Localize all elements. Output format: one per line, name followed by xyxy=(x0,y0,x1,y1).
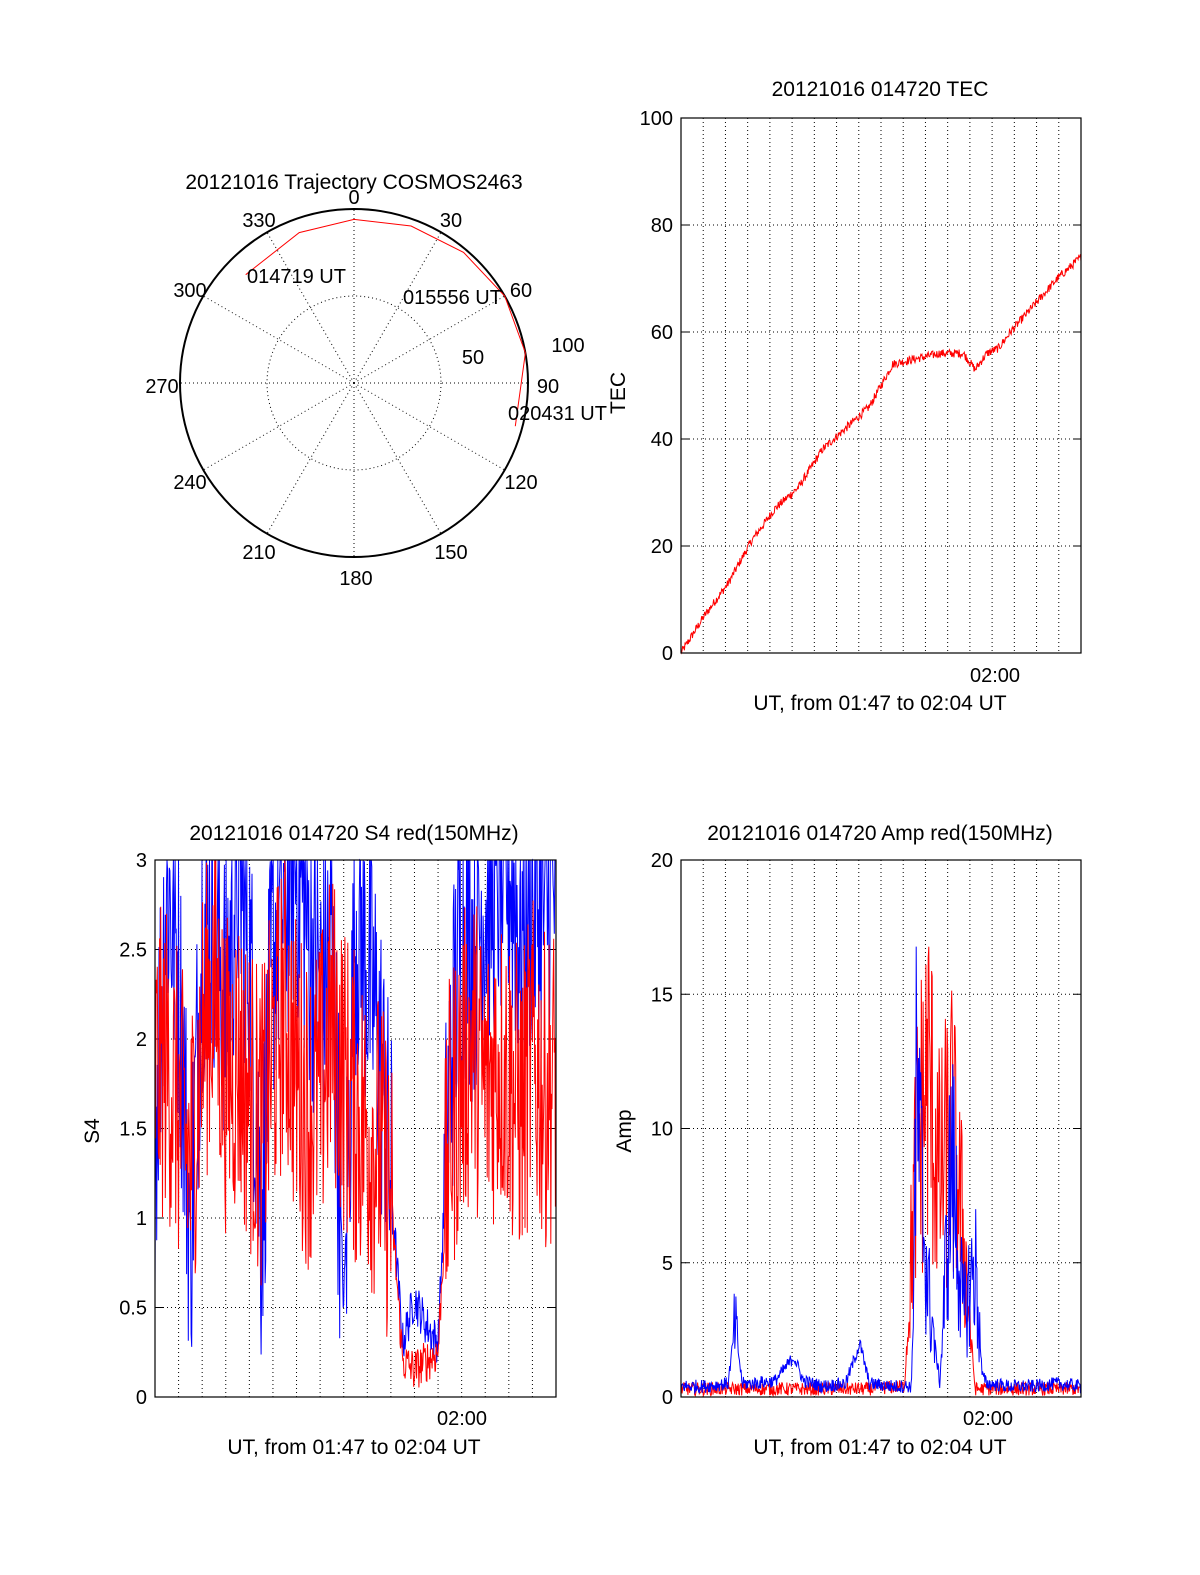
polar-outer-ring xyxy=(179,208,529,558)
amp-chart-title: 20121016 014720 Amp red(150MHz) xyxy=(707,822,1053,845)
polar-spoke xyxy=(353,295,505,384)
tec-plot-area: 0 20 40 60 80 100 02:00 xyxy=(640,108,1082,687)
tec-ytick-label: 80 xyxy=(651,215,673,237)
polar-plot-area: 0 30 60 90 120 150 180 210 240 270 300 330 50 100 0147… xyxy=(145,187,607,590)
polar-azimuth-label: 90 xyxy=(537,376,559,398)
tec-ytick-label: 60 xyxy=(651,322,673,344)
polar-azimuth-label: 150 xyxy=(434,542,467,564)
amp-axes-frame xyxy=(680,859,1082,1398)
polar-azimuth-label: 330 xyxy=(242,210,275,232)
polar-chart-title: 20121016 Trajectory COSMOS2463 xyxy=(185,171,522,194)
polar-time-annotation: 014719 UT xyxy=(247,266,346,288)
polar-azimuth-label: 210 xyxy=(242,542,275,564)
s4-plot-area: 0 0.5 1 1.5 2 2.5 3 02:00 xyxy=(119,850,557,1430)
polar-azimuth-label: 300 xyxy=(173,280,206,302)
amp-ytick-label: 20 xyxy=(651,850,673,872)
polar-time-annotation: 015556 UT xyxy=(403,287,502,309)
amp-ytick-label: 15 xyxy=(651,984,673,1006)
polar-spoke xyxy=(266,232,355,384)
tec-ytick-label: 20 xyxy=(651,536,673,558)
polar-azimuth-label: 60 xyxy=(510,280,532,302)
s4-y-axis-label: S4 xyxy=(81,1118,104,1144)
s4-chart: 20121016 014720 S4 red(150MHz) UT, from … xyxy=(81,822,557,1459)
s4-ytick-label: 2.5 xyxy=(119,940,147,962)
amp-y-axis-label: Amp xyxy=(613,1109,636,1152)
tec-x-axis-label: UT, from 01:47 to 02:04 UT xyxy=(753,692,1006,715)
polar-ring-label: 50 xyxy=(462,347,484,369)
polar-azimuth-label: 240 xyxy=(173,472,206,494)
polar-time-annotation: 020431 UT xyxy=(508,403,607,425)
polar-ring-label: 100 xyxy=(551,335,584,357)
tec-y-axis-label: TEC xyxy=(607,372,630,414)
s4-ytick-label: 3 xyxy=(136,850,147,872)
tec-ytick-label: 40 xyxy=(651,429,673,451)
polar-spoke xyxy=(266,382,355,534)
s4-ytick-label: 0 xyxy=(136,1387,147,1409)
amp-xtick-label: 02:00 xyxy=(963,1408,1013,1430)
tec-ytick-label: 100 xyxy=(640,108,673,130)
s4-ytick-label: 0.5 xyxy=(119,1298,147,1320)
s4-x-axis-label: UT, from 01:47 to 02:04 UT xyxy=(227,1436,480,1459)
amp-plot-area: 0 5 10 15 20 02:00 xyxy=(651,850,1082,1430)
s4-chart-title: 20121016 014720 S4 red(150MHz) xyxy=(189,822,518,845)
s4-series-1-line xyxy=(154,859,557,1388)
tec-axes-frame xyxy=(680,117,1082,654)
s4-ytick-label: 2 xyxy=(136,1029,147,1051)
amp-x-axis-label: UT, from 01:47 to 02:04 UT xyxy=(753,1436,1006,1459)
amp-ytick-label: 0 xyxy=(662,1387,673,1409)
s4-ytick-label: 1.5 xyxy=(119,1119,147,1141)
amp-series-1-line xyxy=(680,946,1082,1395)
tec-ytick-label: 0 xyxy=(662,643,673,665)
polar-azimuth-label: 120 xyxy=(504,472,537,494)
amp-ytick-label: 10 xyxy=(651,1119,673,1141)
tec-chart-title: 20121016 014720 TEC xyxy=(772,78,989,101)
tec-series-0-line xyxy=(680,254,1082,655)
polar-trajectory-chart: 20121016 Trajectory COSMOS2463 0 30 60 90 12… xyxy=(145,171,607,590)
polar-spoke xyxy=(353,382,442,534)
polar-spoke xyxy=(203,382,355,471)
s4-xtick-label: 02:00 xyxy=(437,1408,487,1430)
polar-azimuth-label: 180 xyxy=(339,568,372,590)
polar-trajectory-line xyxy=(245,218,526,427)
tec-xtick-label: 02:00 xyxy=(970,665,1020,687)
tec-chart: 20121016 014720 TEC UT, from 01:47 to 02… xyxy=(607,78,1082,715)
polar-spoke xyxy=(353,382,505,471)
polar-azimuth-label: 30 xyxy=(440,210,462,232)
polar-spoke xyxy=(203,295,355,384)
s4-axes-frame xyxy=(154,859,557,1398)
amp-ytick-label: 5 xyxy=(662,1253,673,1275)
polar-azimuth-label: 0 xyxy=(348,187,359,209)
s4-ytick-label: 1 xyxy=(136,1208,147,1230)
amp-chart: 20121016 014720 Amp red(150MHz) UT, from… xyxy=(613,822,1082,1459)
polar-spoke xyxy=(353,232,442,384)
polar-inner-ring xyxy=(266,295,442,471)
polar-azimuth-label: 270 xyxy=(145,376,178,398)
